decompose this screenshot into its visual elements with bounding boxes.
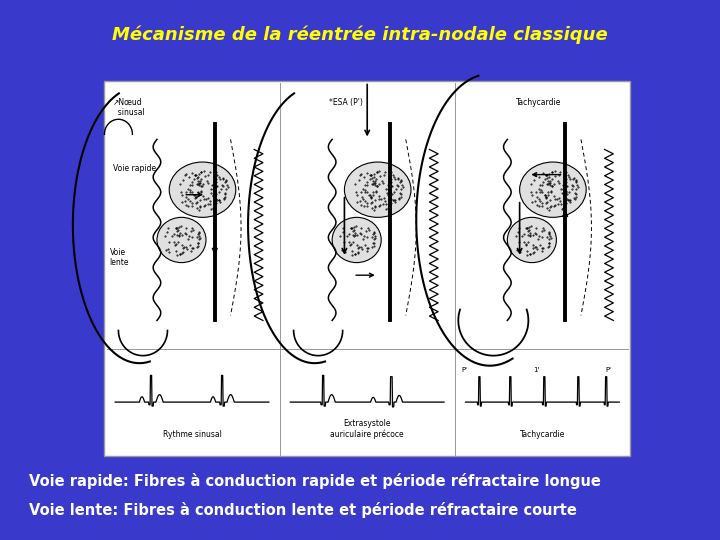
- Text: Extrasystole
auriculaire précoce: Extrasystole auriculaire précoce: [330, 420, 404, 440]
- Text: Voie rapide: Fibres à conduction rapide et période réfractaire longue: Voie rapide: Fibres à conduction rapide …: [29, 472, 600, 489]
- Text: *ESA (P'): *ESA (P'): [328, 98, 363, 107]
- Text: Tachycardie: Tachycardie: [516, 98, 562, 107]
- Text: P': P': [606, 367, 611, 373]
- Text: P': P': [462, 367, 467, 373]
- Text: Voie lente: Fibres à conduction lente et période réfractaire courte: Voie lente: Fibres à conduction lente et…: [29, 502, 577, 518]
- Ellipse shape: [508, 217, 557, 262]
- Text: Voie rapide: Voie rapide: [113, 164, 156, 173]
- Text: Rythme sinusal: Rythme sinusal: [163, 430, 222, 440]
- Text: 1': 1': [534, 367, 539, 373]
- Text: Tachycardie: Tachycardie: [520, 430, 565, 440]
- Text: Mécanisme de la réentrée intra-nodale classique: Mécanisme de la réentrée intra-nodale cl…: [112, 26, 608, 44]
- Ellipse shape: [332, 217, 381, 262]
- Ellipse shape: [157, 217, 206, 262]
- Ellipse shape: [169, 162, 236, 217]
- Ellipse shape: [344, 162, 411, 217]
- Text: Voie
lente: Voie lente: [109, 248, 129, 267]
- Bar: [104, 81, 630, 456]
- Ellipse shape: [520, 162, 586, 217]
- Text: ↗Nœud
  sinusal: ↗Nœud sinusal: [113, 98, 145, 117]
